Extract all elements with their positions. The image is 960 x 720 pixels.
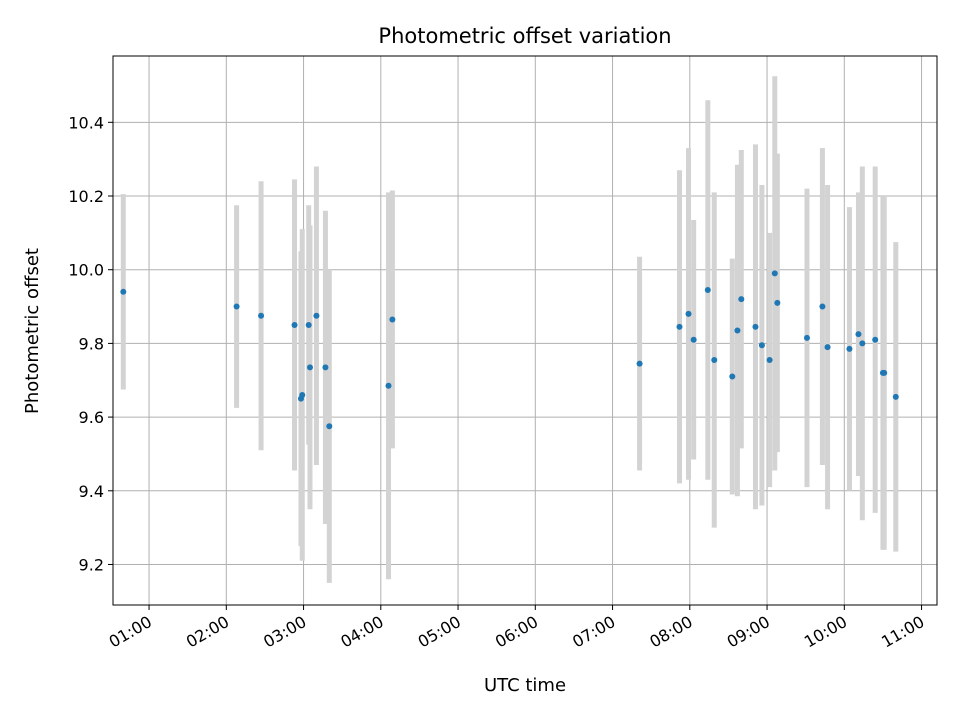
data-point [291, 321, 298, 328]
data-point [685, 310, 692, 317]
data-point [803, 334, 810, 341]
data-point [734, 327, 741, 334]
data-point [892, 393, 899, 400]
y-axis-label: Photometric offset [22, 248, 43, 414]
data-point [771, 270, 778, 277]
x-tick-label: 10:00 [801, 612, 850, 652]
data-point [385, 382, 392, 389]
x-axis-label: UTC time [484, 675, 566, 696]
grid-lines [113, 56, 937, 605]
y-tick-label: 9.4 [79, 482, 104, 501]
data-point [824, 344, 831, 351]
error-bars [120, 76, 899, 583]
data-point [233, 303, 240, 310]
x-tick-label: 08:00 [646, 612, 695, 652]
x-tick-label: 07:00 [569, 612, 618, 652]
x-tick-label: 03:00 [260, 612, 309, 652]
data-point [752, 323, 759, 330]
data-point [774, 299, 781, 306]
chart-title: Photometric offset variation [378, 24, 671, 48]
data-point [758, 342, 765, 349]
data-point [120, 288, 127, 295]
y-axis-ticks: 9.2 9.4 9.6 9.8 10.0 10.2 10.4 [68, 113, 113, 574]
data-point [258, 312, 265, 319]
data-point [313, 312, 320, 319]
x-tick-label: 06:00 [492, 612, 541, 652]
y-tick-label: 9.6 [79, 408, 104, 427]
x-axis-ticks: 01:00 02:00 03:00 04:00 05:00 06:00 07:00 08:00… [106, 605, 928, 652]
data-points [120, 270, 899, 430]
x-tick-label: 01:00 [106, 612, 155, 652]
y-tick-label: 10.2 [68, 187, 104, 206]
data-point [859, 340, 866, 347]
data-point [389, 316, 396, 323]
x-tick-label: 05:00 [415, 612, 464, 652]
data-point [306, 364, 313, 371]
data-point [704, 286, 711, 293]
data-point [855, 331, 862, 338]
data-point [299, 391, 306, 398]
data-point [690, 336, 697, 343]
data-point [636, 360, 643, 367]
data-point [766, 356, 773, 363]
plot-area-frame [112, 55, 938, 606]
x-tick-label: 11:00 [878, 612, 927, 652]
data-point [326, 423, 333, 430]
data-point [846, 345, 853, 352]
y-tick-label: 10.4 [68, 113, 104, 132]
y-tick-label: 9.2 [79, 555, 104, 574]
data-point [872, 336, 879, 343]
data-point [711, 356, 718, 363]
data-point [729, 373, 736, 380]
x-tick-label: 02:00 [183, 612, 232, 652]
x-tick-label: 09:00 [724, 612, 773, 652]
y-tick-label: 9.8 [79, 334, 104, 353]
data-point [881, 369, 888, 376]
x-tick-label: 04:00 [337, 612, 386, 652]
data-point [738, 296, 745, 303]
data-point [819, 303, 826, 310]
y-tick-label: 10.0 [68, 261, 104, 280]
data-point [676, 323, 683, 330]
data-point [305, 321, 312, 328]
data-point [322, 364, 329, 371]
